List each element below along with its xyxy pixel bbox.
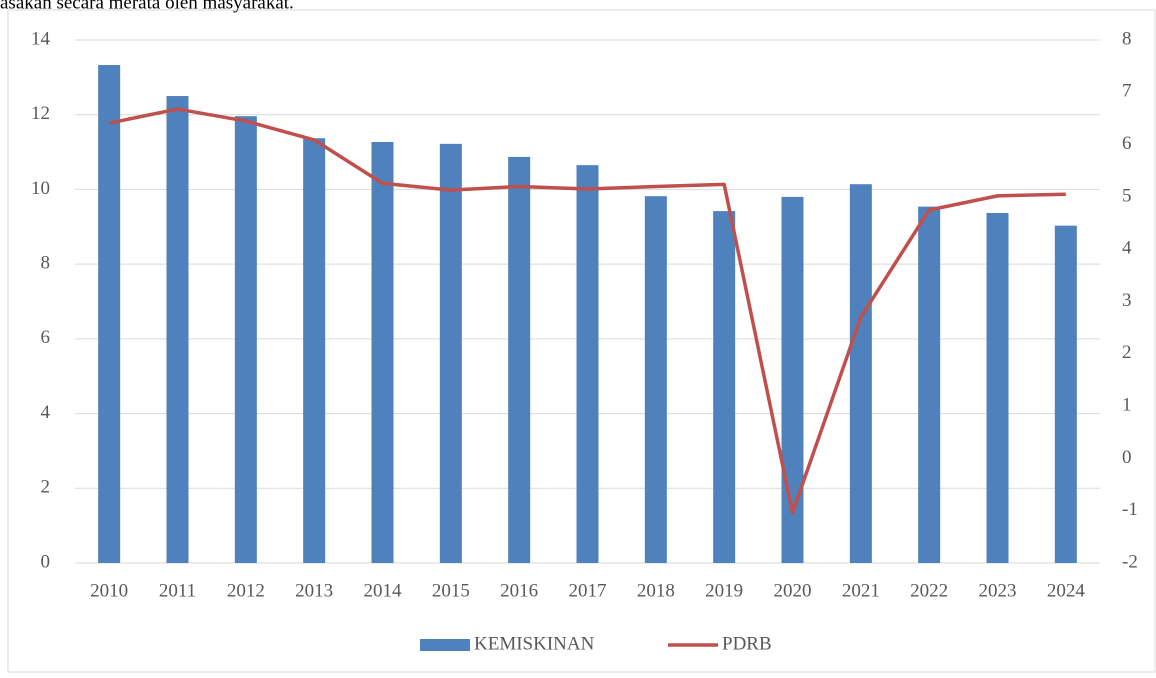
- y-tick-label: 8: [41, 253, 51, 274]
- line: [108, 107, 1066, 515]
- y2-tick-label: -1: [1122, 499, 1138, 520]
- y2-tick-label: 1: [1122, 394, 1132, 415]
- chart-border: [7, 9, 1156, 673]
- x-tick-label: 2013: [295, 580, 333, 601]
- y2-tick-label: 7: [1122, 81, 1132, 102]
- x-tick-label: 2014: [364, 580, 403, 601]
- bar: [508, 156, 531, 563]
- y2-tick-label: 2: [1122, 342, 1132, 363]
- y-tick-label: 10: [31, 178, 50, 199]
- y2-tick-label: 6: [1122, 133, 1132, 154]
- bar: [98, 65, 121, 563]
- bar: [439, 143, 462, 564]
- x-tick-label: 2024: [1047, 580, 1086, 601]
- bar: [234, 116, 257, 564]
- bar: [371, 141, 394, 564]
- bar: [644, 196, 667, 563]
- bar: [166, 96, 189, 564]
- page-text: asakan secara merata oleh masyarakat.: [0, 0, 294, 13]
- bar: [303, 138, 326, 564]
- x-tick-label: 2021: [842, 580, 880, 601]
- y-tick-label: 6: [41, 327, 51, 348]
- y2-tick-label: 5: [1122, 185, 1132, 206]
- y2-tick-label: -2: [1122, 551, 1138, 572]
- y2-tick-label: 8: [1122, 28, 1132, 49]
- y-tick-label: 14: [31, 28, 51, 49]
- bar: [781, 196, 804, 563]
- y-tick-label: 4: [41, 402, 51, 423]
- y-tick-label: 2: [41, 477, 51, 498]
- legend-swatch: [420, 639, 470, 651]
- x-tick-label: 2011: [159, 580, 196, 601]
- x-tick-label: 2015: [432, 580, 470, 601]
- y-tick-label: 0: [41, 551, 51, 572]
- bar: [713, 211, 736, 564]
- x-tick-label: 2012: [227, 580, 265, 601]
- x-tick-label: 2010: [90, 580, 128, 601]
- x-tick-label: 2023: [979, 580, 1017, 601]
- bar: [849, 184, 872, 563]
- bar: [918, 206, 941, 563]
- x-tick-label: 2019: [705, 580, 743, 601]
- y2-tick-label: 0: [1122, 447, 1132, 468]
- y2-tick-label: 4: [1122, 238, 1132, 259]
- x-tick-label: 2016: [500, 580, 538, 601]
- x-tick-label: 2022: [910, 580, 948, 601]
- bar: [576, 165, 599, 563]
- bar: [986, 212, 1009, 564]
- legend-label: PDRB: [722, 633, 772, 654]
- legend-label: KEMISKINAN: [474, 633, 595, 654]
- x-tick-label: 2020: [774, 580, 812, 601]
- x-tick-label: 2017: [569, 580, 607, 601]
- bar: [1054, 225, 1077, 564]
- y2-tick-label: 3: [1122, 290, 1132, 311]
- x-tick-label: 2018: [637, 580, 675, 601]
- y-tick-label: 12: [31, 103, 50, 124]
